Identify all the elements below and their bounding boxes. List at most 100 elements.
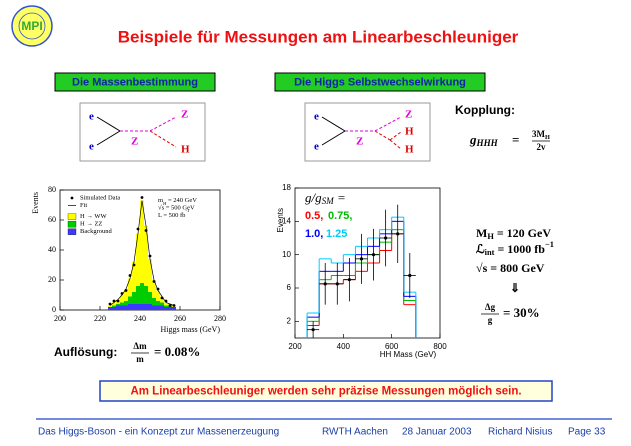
- section-title: Die Massenbestimmung: [72, 76, 198, 88]
- legend-label: 1.0,: [305, 228, 323, 240]
- annotation: L = 500 fb-1: [158, 208, 189, 219]
- coupling-lhs-base: g: [469, 132, 477, 147]
- parameter-base: √s: [476, 261, 488, 275]
- fraction-numerator-base: Δm: [133, 341, 147, 351]
- parameter-base: ⇓: [510, 281, 520, 295]
- annotation: √s = 500 GeV: [158, 204, 195, 212]
- feynman-diagram: e e Z Z H H: [304, 102, 431, 162]
- coupling-lhs-sub: HHH: [476, 138, 499, 148]
- legend-swatch: [67, 221, 77, 228]
- histogram-bar: [156, 301, 160, 306]
- legend-label: H → ZZ: [80, 221, 102, 228]
- histogram-bar: [152, 298, 156, 306]
- section-title: Die Higgs Selbstwechselwirkung: [294, 76, 466, 88]
- legend-title: g/gSM =: [305, 190, 346, 206]
- conclusion: Am Linearbeschleuniger werden sehr präzi…: [130, 386, 521, 398]
- fermion-line: [321, 116, 346, 132]
- fraction-numerator: Δg: [485, 302, 496, 312]
- histogram-bar: [132, 304, 136, 310]
- y-tick-label: 0: [52, 305, 56, 314]
- histogram-bar: [144, 286, 148, 304]
- parameter-sup: −1: [545, 240, 554, 249]
- data-point: [160, 296, 164, 300]
- particle-label: e: [314, 111, 319, 123]
- histogram-bar: [108, 305, 112, 307]
- resolution-label: Auflösung:: [54, 345, 117, 359]
- histogram-bar: [164, 307, 168, 310]
- histogram-bar: [124, 289, 128, 301]
- histogram-bar: [136, 304, 140, 310]
- legend-label: 0.75,: [328, 210, 352, 222]
- coupling-label: Kopplung:: [455, 103, 515, 117]
- logo: [11, 5, 53, 47]
- legend-title-base: g/g: [305, 190, 322, 205]
- particle-label: Z: [405, 109, 412, 121]
- precision-value: = 30%: [503, 305, 540, 320]
- fraction-numerator-sub: H: [545, 134, 550, 141]
- data-point: [311, 328, 315, 332]
- parameter-rest: = 800 GeV: [487, 261, 544, 275]
- legend-label: Simulated Data: [80, 194, 120, 201]
- y-tick-label: 14: [282, 216, 291, 225]
- histogram-bar: [152, 280, 156, 298]
- y-tick-label: 80: [48, 185, 56, 194]
- data-point: [323, 282, 327, 286]
- data-point: [384, 236, 388, 240]
- data-point: [168, 304, 172, 307]
- data-point: [120, 292, 124, 295]
- histogram-bar: [120, 305, 124, 310]
- histogram-bar: [132, 262, 136, 292]
- plot-frame: [294, 187, 441, 339]
- particle-label: e: [314, 141, 319, 153]
- data-point: [172, 304, 176, 307]
- boson-line: [374, 130, 391, 141]
- histogram-bar: [136, 286, 140, 304]
- histogram-bar: [112, 302, 116, 306]
- fraction-numerator: 3MH: [532, 129, 550, 141]
- fraction-numerator-base: Δg: [485, 302, 496, 312]
- y-tick-label: 2: [287, 316, 292, 325]
- fraction-denominator: 2v: [537, 142, 547, 152]
- parameter-sub: H: [487, 232, 494, 241]
- histogram-bar: [172, 307, 176, 310]
- annotation-rest: = 240 GeV: [166, 197, 197, 204]
- slide-title: Beispiele für Messungen am Linearbeschle…: [118, 27, 519, 46]
- data-point: [156, 287, 160, 291]
- logo-text: MPI: [21, 19, 42, 33]
- data-point: [116, 299, 120, 303]
- data-point: [128, 274, 132, 277]
- x-tick-label: 220: [94, 314, 106, 323]
- y-axis-label: Events: [276, 208, 285, 232]
- fraction-denominator: m: [136, 354, 144, 364]
- histogram-bar: [112, 305, 116, 307]
- data-point: [140, 196, 144, 199]
- histogram-bar: [156, 305, 160, 310]
- histogram-bar: [136, 233, 140, 286]
- diagram-frame: [79, 102, 206, 162]
- coupling-lhs: gHHH: [469, 132, 499, 148]
- fermion-line: [321, 130, 346, 146]
- particle-label: Z: [356, 136, 363, 148]
- histogram-bar: [164, 302, 168, 306]
- x-tick-label: 400: [337, 342, 351, 351]
- y-axis-label: Events: [31, 192, 40, 214]
- x-tick-label: 240: [134, 314, 146, 323]
- parameter: ℒint = 1000 fb−1: [476, 240, 554, 257]
- histogram-bar: [116, 305, 120, 310]
- data-point: [132, 263, 136, 267]
- particle-label: e: [89, 141, 94, 153]
- x-tick-label: 800: [433, 342, 447, 351]
- histogram-bar: [148, 304, 152, 310]
- legend-label: Background: [80, 228, 113, 235]
- annotation-sub: H: [163, 201, 167, 206]
- footer-text: Page 33: [568, 427, 606, 438]
- fit-line: [109, 200, 175, 306]
- fermion-line: [96, 116, 121, 132]
- data-point: [371, 253, 376, 257]
- fraction-denominator-base: 2v: [537, 142, 547, 152]
- footer-text: 28 Januar 2003: [402, 427, 472, 438]
- annotation-sup: -1: [185, 208, 189, 213]
- y-tick-label: 20: [48, 275, 56, 284]
- fraction-numerator-base: 3M: [532, 129, 546, 139]
